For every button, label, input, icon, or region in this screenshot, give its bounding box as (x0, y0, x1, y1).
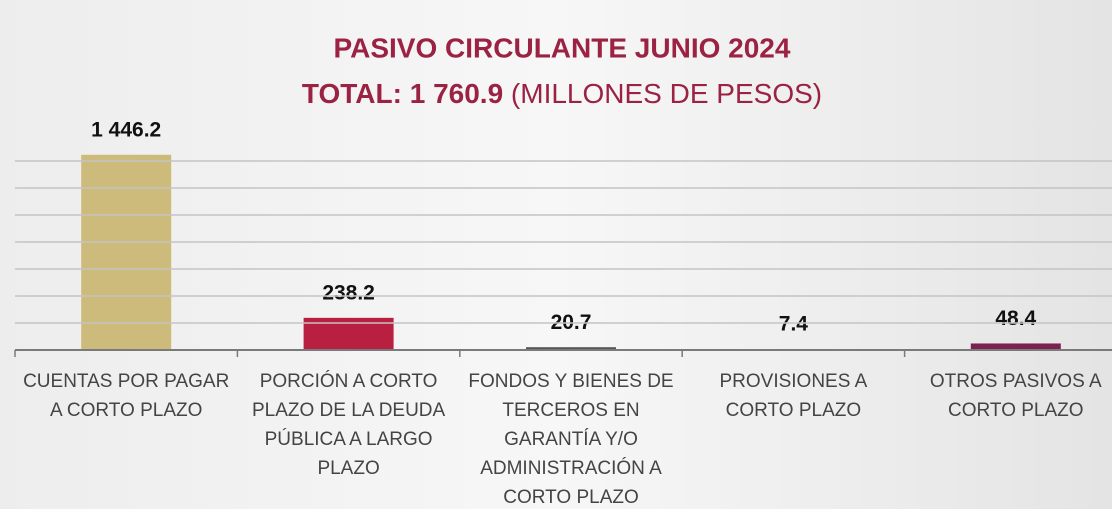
chart-subtitle: TOTAL: 1 760.9 (MILLONES DE PESOS) (302, 78, 822, 109)
bar (526, 347, 616, 350)
x-tick-label: PÚBLICA A LARGO (265, 428, 433, 450)
x-tick-label: CUENTAS POR PAGAR (23, 371, 229, 392)
value-label: 1 446.2 (91, 118, 161, 141)
subtitle-total: TOTAL: 1 760.9 (302, 78, 503, 109)
x-tick-label: ADMINISTRACIÓN A (480, 457, 662, 479)
labels: 1 446.2 CUENTAS POR PAGAR A CORTO PLAZO 238… (23, 118, 1102, 508)
x-tick-label: PLAZO DE LA DEUDA (252, 400, 446, 421)
value-label: 48.4 (995, 307, 1036, 330)
x-tick-label: CORTO PLAZO (948, 400, 1084, 421)
value-label: 238.2 (322, 281, 375, 304)
x-tick-label: CORTO PLAZO (726, 400, 862, 421)
x-tick-label: CORTO PLAZO (503, 487, 639, 508)
subtitle-unit: (MILLONES DE PESOS) (511, 78, 822, 109)
x-tick-label: PORCIÓN A CORTO (260, 370, 438, 392)
chart-title: PASIVO CIRCULANTE JUNIO 2024 (334, 32, 791, 63)
bar (970, 343, 1061, 350)
x-tick-label: GARANTÍA Y/O (504, 429, 638, 450)
bar (81, 154, 172, 350)
x-tick-label: OTROS PASIVOS A (930, 371, 1102, 392)
x-tick-label: PROVISIONES A (719, 371, 867, 392)
x-tick-label: TERCEROS EN (502, 400, 639, 421)
x-tick-label: A CORTO PLAZO (50, 400, 202, 421)
value-label: 7.4 (779, 313, 809, 336)
x-tick-label: FONDOS Y BIENES DE (468, 371, 673, 392)
x-tick-label: PLAZO (317, 458, 379, 479)
